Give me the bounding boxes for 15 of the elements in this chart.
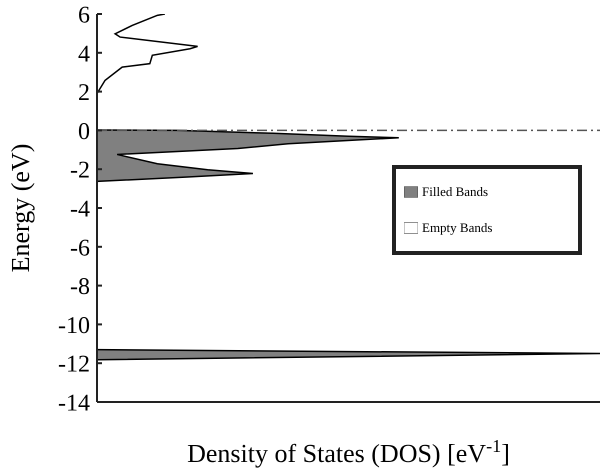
y-tick-label: -8 — [70, 274, 90, 300]
y-tick-label: -14 — [58, 390, 90, 417]
legend-label: Filled Bands — [422, 184, 488, 199]
x-axis-title: Density of States (DOS) [eV$^{-1}$] — [187, 436, 510, 468]
y-tick-label: -4 — [70, 196, 90, 223]
y-tick-label: -6 — [70, 235, 90, 262]
y-tick-label: -12 — [58, 352, 90, 378]
y-tick-label: 0 — [78, 118, 90, 145]
y-axis-title: Energy (eV) — [6, 144, 36, 272]
y-tick-label: -2 — [70, 158, 90, 184]
y-tick-label: 6 — [78, 2, 90, 29]
y-tick-label: -10 — [58, 312, 90, 339]
y-tick-label: 2 — [78, 80, 90, 106]
y-tick-label: 4 — [78, 41, 90, 68]
legend-label: Empty Bands — [422, 220, 492, 235]
